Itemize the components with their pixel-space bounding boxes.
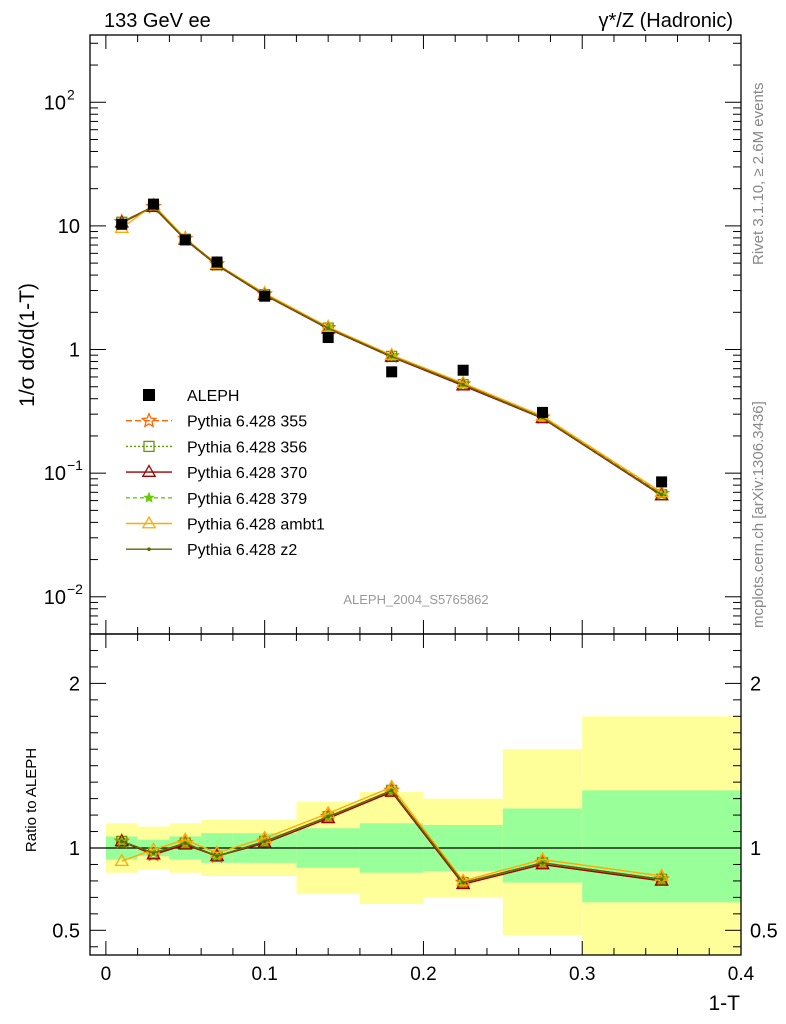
ratio-y-tick-label: 2: [69, 673, 80, 695]
main-y-tick-label: 10: [44, 92, 66, 114]
ratio-series-line: [121, 789, 662, 884]
marker-triangle: [141, 464, 157, 477]
main-y-tick-label: 10: [58, 216, 80, 238]
main-y-tick-label: 10: [44, 463, 66, 485]
main-y-tick-exponent: 2: [67, 86, 75, 102]
data-point: [259, 290, 271, 302]
main-series-line: [121, 203, 662, 493]
marker-dot: [326, 814, 330, 819]
marker-triangle: [384, 347, 399, 361]
x-tick-label: 0.2: [410, 964, 436, 985]
side-label-bottom: mcplots.cern.ch [arXiv:1306.3436]: [750, 401, 767, 628]
legend-marker-data: [143, 389, 155, 401]
ratio-y-tick-label: 0.5: [52, 920, 80, 942]
legend-label: Pythia 6.428 z2: [187, 542, 297, 559]
data-point: [537, 406, 549, 418]
side-label-top: Rivet 3.1.10, ≥ 2.6M events: [750, 83, 767, 266]
marker-dot: [389, 788, 394, 793]
x-tick-label: 0.1: [251, 964, 277, 985]
main-y-tick-exponent: −1: [67, 457, 83, 473]
marker-triangle: [455, 375, 471, 388]
main-y-axis-title: 1/σ dσ/d(1-T): [16, 283, 39, 407]
marker-filled-star: [143, 491, 155, 503]
ratio-series-line: [121, 786, 662, 882]
marker-dot: [659, 877, 664, 882]
marker-triangle: [654, 484, 669, 498]
marker-dot: [262, 839, 267, 844]
x-tick-label: 0.3: [569, 964, 595, 985]
data-point: [211, 256, 223, 268]
ratio-y-tick-label-right: 1: [750, 838, 761, 860]
x-axis-title: 1-T: [709, 992, 741, 1015]
data-point: [322, 332, 334, 344]
left-title: 133 GeV ee: [104, 10, 211, 32]
main-y-tick-label: 10: [44, 587, 66, 609]
right-title: γ*/Z (Hadronic): [599, 10, 733, 32]
ratio-y-axis-title: Ratio to ALEPH: [23, 748, 40, 852]
marker-dot: [151, 851, 156, 855]
ratio-y-tick-label: 1: [69, 838, 80, 860]
marker-dot: [119, 839, 124, 844]
legend-label: Pythia 6.428 379: [187, 491, 307, 508]
main-y-tick-exponent: −2: [67, 581, 83, 597]
ratio-uncertainty-bands: [90, 716, 741, 955]
marker-triangle: [114, 853, 130, 867]
main-series-line: [121, 205, 662, 496]
ratio-series-lines: [113, 779, 670, 890]
ratio-series-line: [121, 791, 662, 885]
marker-dot: [659, 492, 664, 497]
marker-dot: [183, 841, 188, 845]
legend-label-data: ALEPH: [187, 388, 239, 405]
marker-triangle: [455, 876, 471, 890]
main-y-tick-label: 1: [69, 340, 80, 362]
marker-dot: [389, 354, 394, 359]
analysis-watermark: ALEPH_2004_S5765862: [343, 592, 488, 607]
marker-dot: [461, 382, 465, 387]
legend-label: Pythia 6.428 ambt1: [187, 517, 325, 534]
legend-label: Pythia 6.428 355: [187, 414, 307, 431]
x-tick-label: 0.4: [728, 964, 755, 985]
band-stat-bin: [502, 808, 583, 883]
data-point: [179, 234, 191, 246]
data-point: [148, 198, 160, 210]
legend-label: Pythia 6.428 356: [187, 439, 307, 456]
data-point: [116, 218, 128, 230]
marker-star: [140, 412, 158, 428]
marker-dot: [540, 861, 545, 865]
marker-dot: [326, 326, 330, 330]
ratio-y-tick-label-right: 0.5: [750, 920, 778, 942]
data-point: [386, 366, 398, 378]
ratio-y-tick-label-right: 2: [750, 673, 761, 695]
marker-dot: [215, 854, 219, 859]
marker-dot: [461, 880, 465, 885]
marker-square: [143, 440, 155, 453]
aleph-data-points: [116, 198, 668, 488]
marker-triangle: [141, 515, 157, 529]
legend: ALEPH Pythia 6.428 355 Pythia 6.428 356 Pyt…: [126, 388, 325, 559]
legend-label: Pythia 6.428 370: [187, 465, 307, 482]
marker-dot: [147, 547, 151, 551]
ratio-frame: [89, 633, 742, 956]
data-point: [656, 476, 668, 488]
data-point: [457, 364, 469, 376]
x-tick-label: 0: [101, 964, 112, 985]
